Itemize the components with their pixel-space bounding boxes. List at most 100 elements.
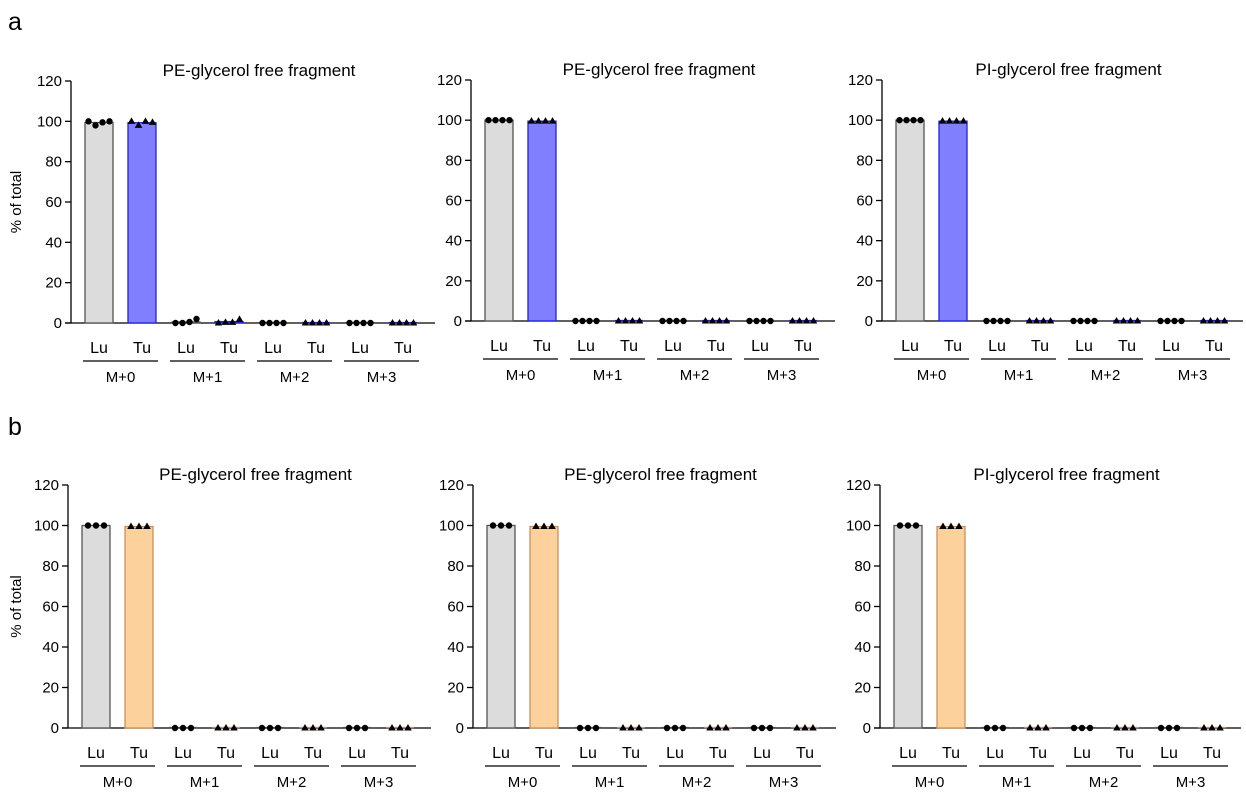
category-label: Tu: [1029, 745, 1047, 762]
data-point-triangle: [1034, 724, 1042, 731]
category-label: Lu: [751, 338, 769, 355]
group-label: M+3: [769, 774, 799, 791]
data-point-triangle: [143, 522, 151, 530]
data-point-circle: [171, 724, 179, 732]
data-point-triangle: [809, 724, 817, 731]
data-point-triangle: [952, 117, 961, 124]
group-label: M+0: [508, 774, 538, 791]
y-tick-label: 60: [42, 599, 59, 616]
data-point-triangle: [1113, 724, 1121, 731]
data-point-triangle: [388, 724, 396, 731]
data-point-triangle: [402, 319, 411, 326]
data-point-triangle: [135, 522, 143, 530]
y-tick-label: 100: [437, 112, 462, 129]
category-label: Lu: [1075, 338, 1093, 355]
data-point-circle: [193, 315, 200, 323]
chart-title: PE-glycerol free fragment: [163, 61, 356, 80]
data-point-triangle: [1220, 317, 1229, 324]
data-point-circle: [1164, 317, 1171, 325]
group-label: M+2: [682, 774, 712, 791]
category-label: Tu: [1116, 745, 1134, 762]
category-label: Tu: [535, 745, 553, 762]
data-point-circle: [917, 116, 924, 124]
data-point-triangle: [795, 317, 804, 324]
data-point-triangle: [701, 317, 710, 324]
category-label: Lu: [492, 745, 510, 762]
data-point-triangle: [404, 724, 412, 731]
data-point-triangle: [1042, 724, 1050, 731]
category-label: Lu: [177, 340, 195, 357]
data-point-circle: [592, 724, 600, 732]
y-tick-label: 20: [856, 273, 873, 290]
data-point-triangle: [1039, 317, 1048, 324]
data-point-circle: [497, 522, 505, 529]
data-point-circle: [579, 317, 586, 325]
data-point-triangle: [548, 522, 556, 530]
group-label: M+3: [1178, 367, 1208, 384]
group-label: M+2: [680, 367, 710, 384]
chart-title: PI-glycerol free fragment: [975, 60, 1161, 79]
category-label: Lu: [348, 745, 366, 762]
data-point-circle: [99, 119, 106, 126]
bar-lu-Mp0: [895, 119, 925, 322]
data-point-circle: [345, 724, 353, 732]
data-point-circle: [273, 319, 280, 327]
data-point-triangle: [722, 317, 731, 324]
data-point-triangle: [1213, 317, 1222, 324]
data-point-circle: [187, 724, 195, 732]
chart-2: PI-glycerol free fragment 0 20 40 60 80 100 120…: [848, 60, 1243, 384]
group-label: M+0: [103, 774, 133, 791]
data-point-triangle: [955, 522, 963, 530]
data-point-circle: [1070, 317, 1077, 325]
data-point-triangle: [322, 319, 331, 326]
data-point-triangle: [1112, 317, 1121, 324]
data-point-triangle: [708, 317, 717, 324]
group-label: M+1: [595, 774, 625, 791]
bar-tu-Mp0: [529, 525, 559, 729]
y-tick-label: 80: [854, 558, 871, 575]
data-point-triangle: [395, 319, 404, 326]
y-tick-label: 100: [34, 518, 59, 535]
panel-label-b: b: [8, 413, 22, 441]
data-point-triangle: [945, 117, 954, 124]
group-label: M+2: [1089, 774, 1119, 791]
data-point-circle: [663, 724, 671, 732]
y-axis-label: % of total: [8, 575, 25, 638]
group-label: M+2: [280, 369, 310, 386]
category-label: Lu: [988, 338, 1006, 355]
data-point-circle: [489, 522, 497, 529]
data-point-circle: [1157, 724, 1165, 732]
data-point-triangle: [788, 317, 797, 324]
data-point-circle: [572, 317, 579, 325]
y-tick-label: 120: [439, 477, 464, 494]
category-label: Tu: [796, 745, 814, 762]
y-tick-label: 20: [42, 680, 59, 697]
data-point-circle: [666, 317, 673, 325]
panel-label-a: a: [8, 8, 22, 36]
data-point-triangle: [621, 317, 630, 324]
y-tick-label: 40: [42, 639, 59, 656]
category-label: Tu: [130, 745, 148, 762]
y-tick-label: 20: [445, 273, 462, 290]
data-point-circle: [266, 319, 273, 327]
category-label: Lu: [753, 745, 771, 762]
group-label: M+3: [364, 774, 394, 791]
chart-title: PE-glycerol free fragment: [563, 60, 756, 79]
group-label: M+0: [106, 369, 136, 386]
chart-title: PI-glycerol free fragment: [973, 465, 1159, 484]
data-point-circle: [991, 724, 999, 732]
data-point-triangle: [228, 318, 237, 325]
data-point-triangle: [541, 117, 550, 124]
chart-4: PE-glycerol free fragment 0 20 40 60 80 100 120…: [439, 465, 836, 791]
category-label: Tu: [622, 745, 640, 762]
data-point-triangle: [1025, 317, 1034, 324]
category-label: Tu: [391, 745, 409, 762]
data-point-circle: [505, 522, 513, 529]
data-point-circle: [100, 522, 108, 529]
bar-tu-Mp0: [124, 525, 154, 729]
data-point-circle: [266, 724, 274, 732]
data-point-triangle: [527, 117, 536, 124]
bar-lu-Mp0: [486, 524, 516, 729]
data-point-circle: [258, 724, 266, 732]
